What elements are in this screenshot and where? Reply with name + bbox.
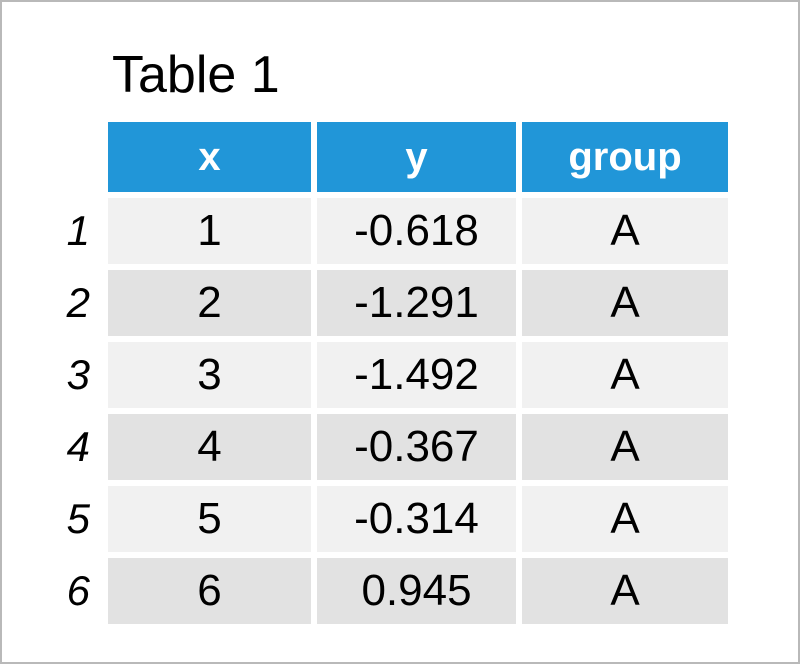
table-row: 6 6 0.945 A	[54, 558, 728, 624]
row-label: 2	[66, 279, 90, 326]
row-label: 3	[66, 351, 90, 398]
cell-group: A	[522, 486, 728, 552]
column-header-group: group	[522, 122, 728, 192]
cell-y: -0.618	[317, 198, 516, 264]
cell-y: 0.945	[317, 558, 516, 624]
cell-y: -0.367	[317, 414, 516, 480]
table-row: 5 5 -0.314 A	[54, 486, 728, 552]
header-row: x y group	[54, 122, 728, 192]
cell-group: A	[522, 414, 728, 480]
table-row: 4 4 -0.367 A	[54, 414, 728, 480]
cell-y: -1.492	[317, 342, 516, 408]
cell-x: 5	[108, 486, 311, 552]
table-row: 1 1 -0.618 A	[54, 198, 728, 264]
row-label: 1	[66, 207, 90, 254]
row-label: 4	[66, 423, 90, 470]
column-header-x: x	[108, 122, 311, 192]
cell-x: 3	[108, 342, 311, 408]
cell-group: A	[522, 558, 728, 624]
row-label: 5	[66, 495, 90, 542]
cell-group: A	[522, 342, 728, 408]
row-label: 6	[66, 567, 90, 614]
column-header-y: y	[317, 122, 516, 192]
cell-x: 1	[108, 198, 311, 264]
table-row: 2 2 -1.291 A	[54, 270, 728, 336]
cell-y: -0.314	[317, 486, 516, 552]
cell-group: A	[522, 198, 728, 264]
table-title: Table 1	[112, 46, 280, 104]
cell-y: -1.291	[317, 270, 516, 336]
cell-x: 4	[108, 414, 311, 480]
cell-x: 6	[108, 558, 311, 624]
cell-group: A	[522, 270, 728, 336]
header-corner-spacer	[54, 122, 102, 192]
cell-x: 2	[108, 270, 311, 336]
table-row: 3 3 -1.492 A	[54, 342, 728, 408]
data-table: x y group 1 1 -0.618 A 2 2 -1.291 A 3 3 …	[48, 116, 734, 630]
